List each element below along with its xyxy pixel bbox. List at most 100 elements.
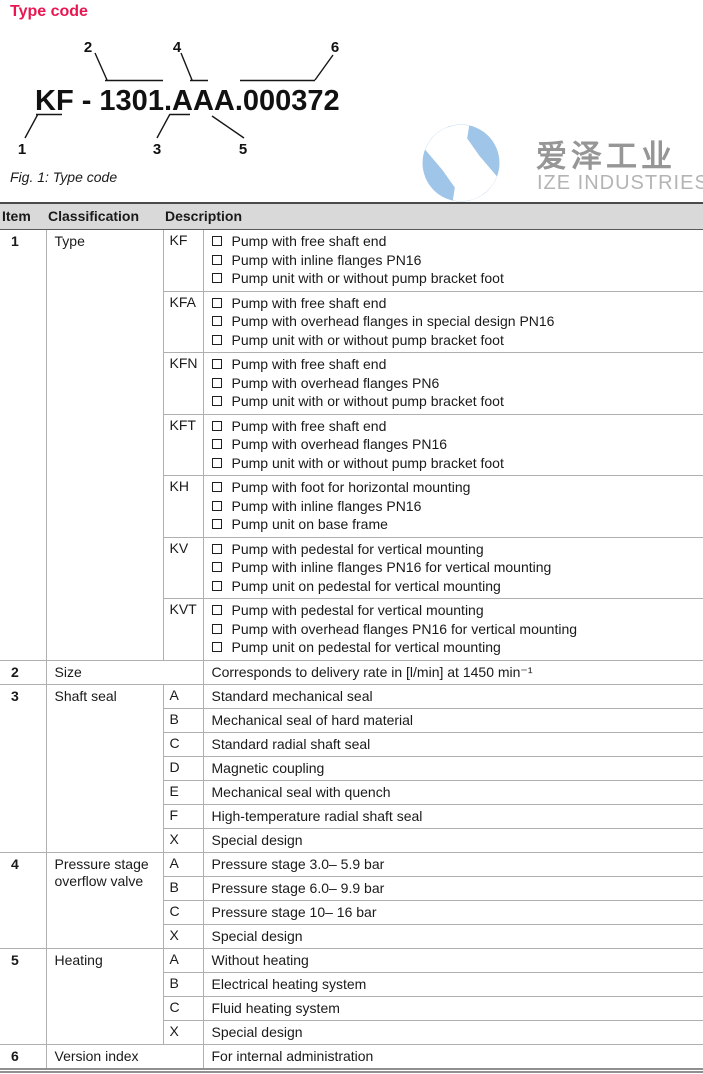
description-bullet: Pump with overhead flanges in special de… [211, 312, 702, 331]
checkbox-icon [211, 420, 222, 431]
description-cell: Pump with pedestal for vertical mounting… [203, 536, 703, 599]
description-cell: Without heating [203, 947, 703, 972]
description-bullet: Pump with overhead flanges PN16 [211, 435, 702, 454]
code-cell: A [163, 683, 204, 708]
description-bullet: Pump unit with or without pump bracket f… [211, 392, 702, 411]
description-cell: Fluid heating system [203, 995, 703, 1020]
bullet-text: Pump unit on pedestal for vertical mount… [231, 577, 501, 594]
table-row: KH Pump with foot for horizontal mounting… [0, 475, 703, 537]
bullet-text: Pump with inline flanges PN16 [231, 251, 422, 268]
item-number-cell: 4 [0, 851, 47, 948]
checkbox-icon [211, 623, 222, 634]
item-number-cell: 3 [0, 683, 47, 852]
table-row: 2 Size Corresponds to delivery rate in [l/… [0, 659, 703, 684]
bullet-text: Pump unit with or without pump bracket f… [231, 270, 504, 286]
description-bullet: Pump unit with or without pump bracket f… [211, 454, 702, 473]
code-cell: E [163, 779, 204, 804]
classification-cell: Version index [46, 1043, 204, 1070]
checkbox-icon [211, 543, 222, 554]
description-cell: Pump with free shaft end Pump with overhe… [203, 352, 703, 414]
bullet-text: Pump with pedestal for vertical mounting [231, 602, 484, 618]
figure-caption: Fig. 1: Type code [10, 169, 118, 185]
description-cell: For internal administration [203, 1043, 703, 1070]
classification-cell: Heating [46, 947, 164, 1044]
table-row: X Special design [0, 923, 703, 948]
bullet-text: Pump with free shaft end [231, 233, 387, 249]
bullet-text: Pump with foot for horizontal mounting [231, 479, 471, 495]
description-cell: Electrical heating system [203, 971, 703, 996]
bullet-text: Pump unit on base frame [231, 516, 388, 532]
callout-number-6: 6 [331, 39, 339, 56]
description-cell: Pressure stage 3.0– 5.9 bar [203, 851, 703, 876]
callout-lines [24, 52, 334, 139]
description-bullet: Pump unit on pedestal for vertical mount… [211, 577, 702, 596]
description-bullet: Pump unit with or without pump bracket f… [211, 269, 702, 288]
checkbox-icon [211, 605, 222, 615]
bullet-text: Pump with free shaft end [231, 356, 387, 372]
description-cell: Magnetic coupling [203, 755, 703, 780]
bullet-text: Pump unit with or without pump bracket f… [231, 331, 504, 348]
description-bullet: Pump with foot for horizontal mounting [211, 478, 702, 497]
description-cell: Corresponds to delivery rate in [l/min] … [203, 659, 703, 684]
description-bullet: Pump unit on base frame [211, 515, 702, 534]
code-cell: B [163, 875, 204, 900]
item-number-cell: 1 [0, 229, 47, 660]
bullet-text: Pump with pedestal for vertical mounting [231, 540, 484, 557]
description-cell: Standard radial shaft seal [203, 731, 703, 756]
description-bullet: Pump with pedestal for vertical mounting [211, 540, 702, 559]
code-cell: B [163, 707, 204, 732]
description-cell: Pump with foot for horizontal mounting Pu… [203, 475, 703, 537]
code-cell: KFA [163, 290, 204, 353]
description-cell: Pump with pedestal for vertical mounting… [203, 598, 703, 660]
watermark-english-text: IZE INDUSTRIES [537, 172, 703, 194]
item-number-cell: 5 [0, 947, 47, 1044]
table-row: C Standard radial shaft seal [0, 731, 703, 756]
table-header: Item Classification Description [0, 202, 703, 230]
table-row: B Mechanical seal of hard material [0, 707, 703, 732]
table-row: KFT Pump with free shaft end Pump with ove… [0, 413, 703, 476]
code-cell: KV [163, 536, 204, 599]
description-cell: Standard mechanical seal [203, 683, 703, 708]
checkbox-icon [211, 439, 222, 449]
type-code-table-body: 1 Type KF Pump with free shaft end Pump with… [0, 229, 703, 1070]
code-cell: X [163, 827, 204, 852]
checkbox-icon [211, 236, 222, 246]
checkbox-icon [211, 642, 222, 652]
description-bullet: Pump unit with or without pump bracket f… [211, 331, 702, 350]
checkbox-icon [211, 500, 222, 511]
callout-number-4: 4 [173, 39, 182, 56]
bullet-text: Pump with overhead flanges PN16 for vert… [231, 620, 578, 637]
description-cell: Pressure stage 6.0– 9.9 bar [203, 875, 703, 900]
classification-cell: Type [46, 229, 164, 660]
bullet-text: Pump with inline flanges PN16 [231, 497, 422, 514]
column-header-description: Description [163, 202, 703, 230]
bullet-text: Pump with overhead flanges in special de… [231, 313, 555, 329]
watermark-chinese-text: 爱泽工业 [536, 139, 676, 174]
code-cell: KFT [163, 413, 204, 476]
description-bullet: Pump with inline flanges PN16 [211, 497, 702, 516]
table-row: KVT Pump with pedestal for vertical mount… [0, 598, 703, 660]
ize-logo-icon [422, 124, 500, 202]
description-cell: Special design [203, 923, 703, 948]
column-header-classification: Classification [46, 202, 163, 230]
checkbox-icon [211, 273, 222, 283]
table-row: E Mechanical seal with quench [0, 779, 703, 804]
checkbox-icon [211, 519, 222, 529]
checkbox-icon [211, 396, 222, 406]
description-cell: Pump with free shaft end Pump with inline… [203, 230, 703, 292]
item-number-cell: 2 [0, 659, 47, 684]
description-cell: Pump with free shaft end Pump with overhe… [203, 290, 703, 353]
table-row: 5 Heating A Without heating [0, 947, 703, 1044]
bullet-text: Pump with overhead flanges PN6 [231, 374, 440, 391]
table-row: B Pressure stage 6.0– 9.9 bar [0, 875, 703, 900]
callout-number-5: 5 [239, 141, 247, 158]
table-row: X Special design [0, 827, 703, 852]
callout-number-1: 1 [18, 141, 26, 158]
checkbox-icon [211, 359, 222, 369]
table-row: 4 Pressure stage overflow valve A Pressure … [0, 851, 703, 948]
bullet-text: Pump unit on pedestal for vertical mount… [231, 639, 501, 655]
checkbox-icon [211, 316, 222, 326]
table-row: KV Pump with pedestal for vertical mounti… [0, 536, 703, 599]
description-bullet: Pump with free shaft end [211, 232, 702, 251]
code-cell: C [163, 995, 204, 1020]
